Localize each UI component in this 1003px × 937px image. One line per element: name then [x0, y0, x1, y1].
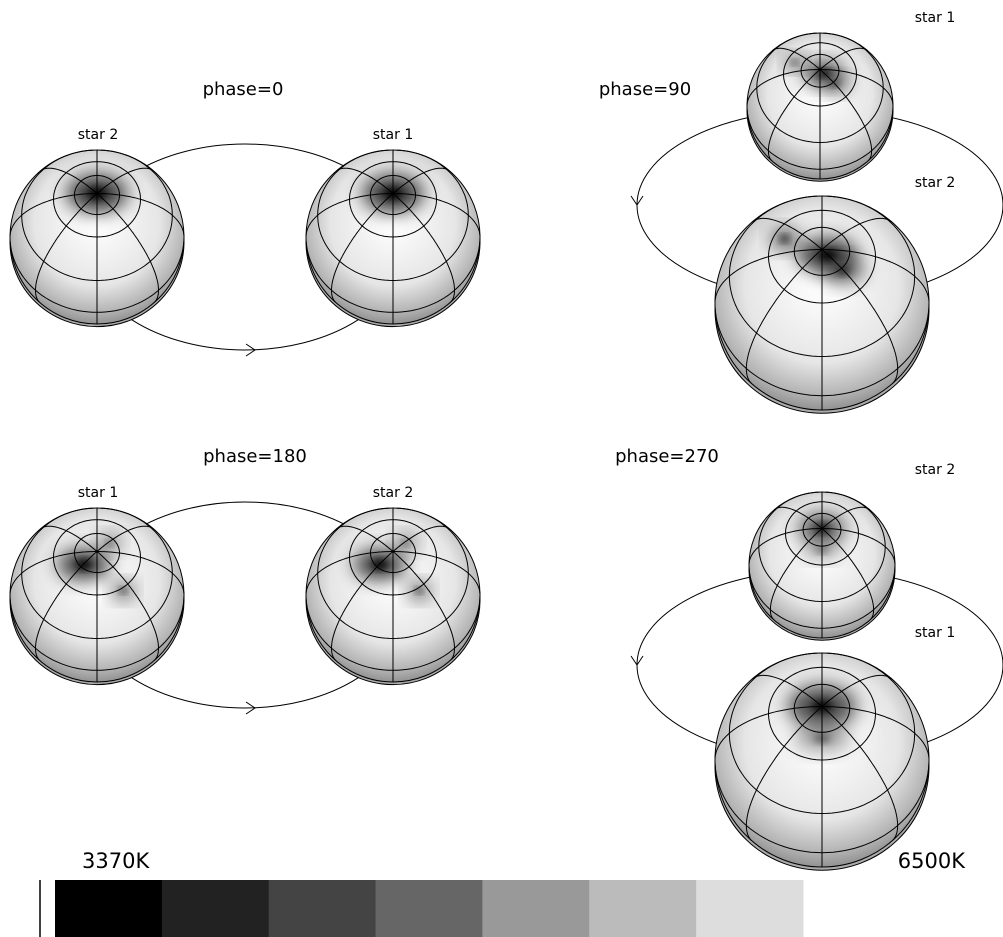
panel: phase=0 star 2 star 1	[10, 79, 480, 356]
spot-core	[792, 60, 797, 64]
panel-title: phase=180	[203, 446, 307, 467]
colorbar-segment	[482, 880, 589, 937]
panel-title: phase=0	[203, 79, 284, 100]
star-label: star 2	[915, 462, 955, 478]
star-label: star 1	[78, 485, 118, 501]
panel: phase=270 star 2 star 1	[615, 446, 1003, 870]
colorbar-segment	[376, 880, 483, 937]
star-label: star 2	[78, 127, 118, 143]
figure: phase=0star 2star 1phase=90star 1star 2p…	[0, 0, 1003, 937]
star-label: star 1	[373, 127, 413, 143]
colorbar-max-label: 6500K	[898, 849, 966, 873]
star-label: star 1	[915, 625, 955, 641]
colorbar	[55, 880, 804, 937]
star-label: star 1	[915, 10, 955, 26]
colorbar-segment	[55, 880, 162, 937]
star-label: star 2	[915, 175, 955, 191]
panel-title: phase=270	[615, 446, 719, 467]
panel: phase=180 star 1 star 2	[10, 446, 480, 714]
star-label: star 2	[373, 485, 413, 501]
panel: phase=90 star 1 star 2	[599, 10, 1003, 413]
colorbar-segment	[589, 880, 696, 937]
colorbar-segment	[696, 880, 803, 937]
panel-title: phase=90	[599, 79, 691, 100]
spot-core	[781, 236, 789, 242]
colorbar-segment	[162, 880, 269, 937]
colorbar-min-label: 3370K	[82, 849, 150, 873]
colorbar-segment	[269, 880, 376, 937]
